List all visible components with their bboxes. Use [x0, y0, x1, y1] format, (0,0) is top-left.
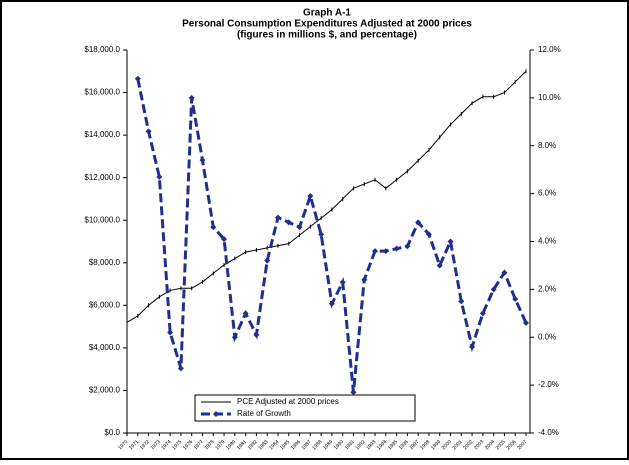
- point-marker: [361, 276, 368, 283]
- y2-tick-label: -2.0%: [538, 380, 559, 389]
- point-marker: [523, 319, 529, 326]
- point-marker: [350, 389, 357, 396]
- chart-subtitle: Personal Consumption Expenditures Adjust…: [182, 19, 472, 30]
- point-marker: [404, 243, 411, 250]
- point-marker: [242, 310, 249, 317]
- point-marker: [425, 231, 432, 238]
- point-marker: [469, 343, 476, 350]
- point-marker: [307, 193, 314, 200]
- point-marker: [436, 262, 443, 269]
- legend-label: PCE Adjusted at 2000 prices: [237, 397, 339, 406]
- y-tick-label: $4,000.0: [89, 343, 121, 352]
- y-tick-label: $6,000.0: [89, 300, 121, 309]
- y2-tick-label: 10.0%: [538, 93, 561, 102]
- y2-tick-label: 6.0%: [538, 189, 556, 198]
- point-marker: [382, 248, 389, 255]
- point-marker: [231, 334, 238, 341]
- y-tick-label: $0.0: [104, 428, 120, 437]
- y-tick-label: $16,000.0: [84, 88, 120, 97]
- y-tick-label: $12,000.0: [84, 173, 120, 182]
- point-marker: [221, 236, 228, 243]
- point-marker: [145, 128, 152, 135]
- point-marker: [253, 331, 260, 338]
- legend-label: Rate of Growth: [237, 409, 291, 418]
- y-tick-label: $10,000.0: [84, 215, 120, 224]
- y2-tick-label: 4.0%: [538, 237, 556, 246]
- point-marker: [447, 238, 454, 245]
- point-marker: [318, 231, 325, 238]
- point-marker: [339, 279, 346, 286]
- series-line: [126, 70, 527, 323]
- y-tick-label: $18,000.0: [84, 45, 120, 54]
- point-marker: [512, 295, 519, 302]
- point-marker: [210, 224, 217, 231]
- y2-tick-label: -4.0%: [538, 428, 559, 437]
- chart-note: (figures in millions $, and percentage): [237, 30, 417, 41]
- point-marker: [177, 365, 184, 372]
- point-marker: [372, 248, 379, 255]
- legend-box: [194, 394, 416, 422]
- point-marker: [274, 214, 281, 221]
- chart-title: Graph A-1: [303, 8, 351, 19]
- y-tick-label: $2,000.0: [89, 386, 121, 395]
- point-marker: [393, 245, 400, 252]
- y-tick-label: $14,000.0: [84, 130, 120, 139]
- point-marker: [479, 310, 486, 317]
- point-marker: [458, 298, 465, 305]
- point-marker: [415, 219, 422, 226]
- point-marker: [167, 329, 174, 336]
- point-marker: [501, 269, 508, 276]
- y2-tick-label: 2.0%: [538, 284, 556, 293]
- point-marker: [188, 94, 195, 101]
- point-marker: [156, 173, 163, 180]
- point-marker: [134, 75, 141, 82]
- point-marker: [328, 300, 335, 307]
- y2-tick-label: 0.0%: [538, 332, 556, 341]
- point-marker: [285, 219, 292, 226]
- legend-marker: [213, 411, 219, 417]
- y-tick-label: $8,000.0: [89, 258, 121, 267]
- point-marker: [199, 157, 206, 164]
- point-marker: [490, 286, 497, 293]
- point-marker: [296, 224, 303, 231]
- y2-tick-label: 12.0%: [538, 45, 561, 54]
- y2-tick-label: 8.0%: [538, 141, 556, 150]
- point-marker: [264, 257, 271, 264]
